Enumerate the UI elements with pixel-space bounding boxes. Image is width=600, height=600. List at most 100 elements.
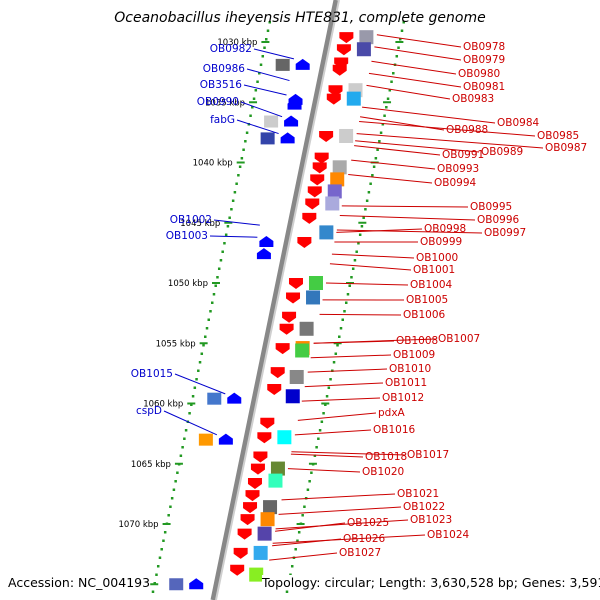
gene-label-reverse: OB0999: [420, 236, 462, 248]
leader-line: [351, 159, 436, 170]
gene-label-reverse: OB1004: [410, 279, 453, 291]
leader-line: [354, 145, 441, 156]
gene-label-forward: OB0986: [203, 63, 246, 75]
leader-line: [163, 410, 218, 436]
scale-dot: [388, 89, 392, 92]
map-title: Oceanobacillus iheyensis HTE831, complet…: [114, 10, 486, 26]
gene-arrow-forward: [256, 248, 271, 260]
leader-line: [307, 368, 388, 373]
scale-dot: [204, 335, 207, 338]
leader-line: [366, 84, 451, 100]
topology-text: Topology: circular; Length: 3,630,528 bp…: [262, 575, 600, 590]
gene-box-reverse: [359, 30, 374, 45]
scale-dot: [205, 327, 209, 330]
scale-dot: [383, 114, 386, 117]
gene-label-forward: cspD: [136, 405, 162, 417]
scale-dot: [230, 208, 233, 211]
gene-box-reverse: [285, 389, 300, 404]
scale-dot: [217, 267, 221, 270]
leader-line: [291, 451, 406, 456]
gene-label-reverse: OB1017: [407, 449, 449, 461]
scale-dot: [289, 573, 292, 576]
gene-arrow-reverse: [253, 451, 268, 463]
gene-label-reverse: OB1026: [343, 533, 386, 545]
gene-box-forward: [264, 115, 279, 128]
scale-dot: [162, 539, 165, 542]
gene-box-forward: [275, 58, 290, 71]
scale-dot: [364, 208, 367, 211]
gene-label-reverse: OB1011: [385, 377, 427, 389]
scale-dot: [235, 182, 238, 185]
gene-arrow-reverse: [247, 478, 262, 490]
scale-dot: [351, 267, 355, 270]
leader-line: [336, 229, 483, 234]
gene-box-forward: [260, 132, 275, 145]
gene-label-reverse: OB0980: [458, 68, 500, 80]
scale-dot: [334, 352, 338, 355]
scale-dot: [294, 548, 297, 551]
gene-label-reverse: OB1009: [393, 349, 435, 361]
leader-line: [313, 338, 437, 344]
gene-box-reverse: [257, 526, 272, 541]
gene-label-forward: fabG: [210, 114, 235, 126]
scale-dot: [390, 80, 393, 83]
scale-dot: [191, 395, 195, 398]
gene-box-reverse: [253, 545, 268, 560]
scale-dot: [297, 531, 301, 534]
scale-dot: [259, 63, 263, 66]
gene-label-forward: OB1003: [166, 230, 208, 242]
leader-line: [339, 215, 476, 221]
gene-box-reverse: [268, 473, 283, 488]
scale-dot: [233, 191, 237, 194]
leader-line: [336, 228, 423, 233]
gene-arrow-reverse: [339, 32, 354, 44]
leader-line: [304, 382, 384, 388]
scale-dot: [371, 174, 374, 177]
gene-box-reverse: [325, 196, 340, 211]
scale-dot: [343, 310, 346, 313]
gene-label-reverse: OB0981: [463, 81, 505, 93]
scale-dot: [237, 174, 240, 177]
scale-dot: [156, 565, 160, 568]
scale-dot: [379, 131, 383, 134]
scale-dot: [169, 505, 172, 508]
gene-box-reverse: [289, 369, 304, 384]
scale-dot: [386, 97, 390, 100]
scale-dot: [231, 199, 235, 202]
scale-dot: [184, 429, 188, 432]
gene-arrow-reverse: [245, 490, 260, 502]
leader-line: [272, 534, 426, 544]
scale-dot: [179, 454, 183, 457]
scale-dot: [242, 148, 245, 151]
gene-label-reverse: OB0994: [434, 177, 477, 189]
gene-arrow-reverse: [305, 198, 320, 210]
gene-label-reverse: OB0985: [537, 130, 579, 142]
scale-dot: [385, 106, 388, 109]
scale-dot: [160, 548, 163, 551]
accession-text: Accession: NC_004193: [8, 575, 151, 590]
scale-dot: [358, 233, 362, 236]
scale-dot: [322, 412, 325, 415]
scale-dot: [155, 573, 158, 576]
scale-dot: [301, 514, 304, 517]
scale-dot: [216, 276, 219, 279]
scale-dot: [258, 72, 261, 75]
gene-label-reverse: OB0991: [442, 149, 484, 161]
leader-line: [301, 397, 381, 402]
leader-line: [272, 538, 342, 547]
leader-line: [341, 205, 469, 208]
scale-dot: [183, 437, 186, 440]
gene-box-reverse: [327, 184, 342, 199]
scale-dot: [176, 471, 179, 474]
scale-dot: [399, 38, 402, 41]
gene-box-reverse: [277, 430, 292, 445]
gene-label-reverse: OB1025: [347, 517, 389, 529]
scale-dot: [400, 29, 404, 32]
gene-label-reverse: OB0996: [477, 214, 520, 226]
gene-label-reverse: OB1020: [362, 466, 404, 478]
leader-line: [361, 106, 496, 124]
gene-label-forward: OB1015: [131, 368, 173, 380]
gene-label-reverse: OB1007: [438, 333, 480, 345]
gene-label-reverse: OB1016: [373, 424, 416, 436]
scale-dot: [249, 114, 252, 117]
